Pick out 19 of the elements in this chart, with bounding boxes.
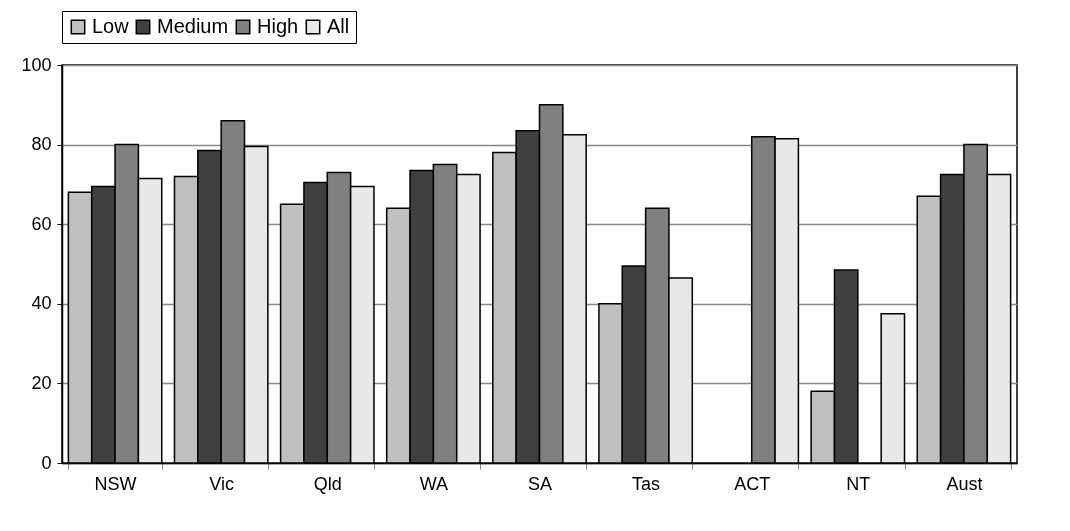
x-tick-label: Vic (209, 473, 235, 494)
legend-label: Medium (157, 15, 229, 37)
y-tick-label: 60 (31, 213, 52, 234)
x-tick-label: Qld (313, 473, 342, 494)
legend-label: Low (92, 15, 130, 37)
x-tick-label: Aust (946, 473, 983, 494)
y-tick-label: 40 (31, 293, 52, 314)
x-tick-label: NT (846, 473, 871, 494)
y-tick-label: 80 (31, 134, 52, 155)
x-tick-label: ACT (734, 473, 771, 494)
y-tick-label: 100 (21, 54, 52, 75)
x-tick-label: NSW (94, 473, 137, 494)
x-tick-label: WA (419, 473, 449, 494)
legend-label: All (327, 15, 350, 37)
legend-label: High (257, 15, 299, 37)
x-tick-label: SA (527, 473, 553, 494)
y-tick-label: 0 (41, 452, 52, 473)
x-tick-label: Tas (632, 473, 661, 494)
y-tick-label: 20 (31, 372, 52, 393)
